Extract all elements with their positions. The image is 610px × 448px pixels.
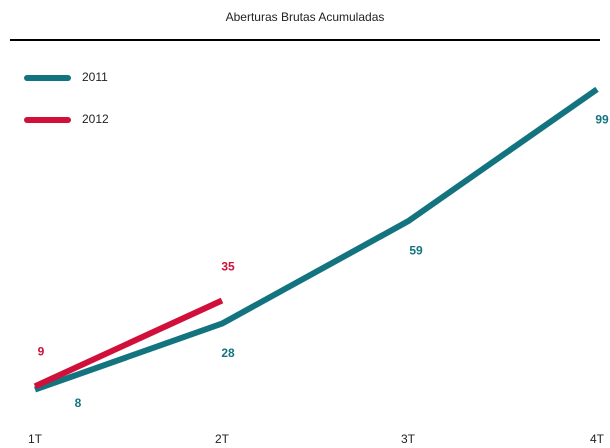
data-label: 8: [75, 396, 82, 410]
x-tick-label: 3T: [401, 432, 416, 446]
x-tick-label: 2T: [215, 432, 230, 446]
data-label: 28: [221, 346, 235, 360]
data-label: 35: [221, 260, 235, 274]
data-label: 99: [595, 112, 609, 126]
data-label: 59: [409, 243, 423, 257]
x-tick-label: 4T: [590, 432, 605, 446]
x-tick-label: 1T: [28, 432, 43, 446]
data-label: 9: [38, 344, 45, 358]
legend-label: 2011: [82, 70, 108, 84]
series-line: [33, 297, 224, 390]
chart-title: Aberturas Brutas Acumuladas: [226, 10, 385, 24]
series-line: [34, 86, 599, 393]
legend-label: 2012: [82, 112, 109, 126]
